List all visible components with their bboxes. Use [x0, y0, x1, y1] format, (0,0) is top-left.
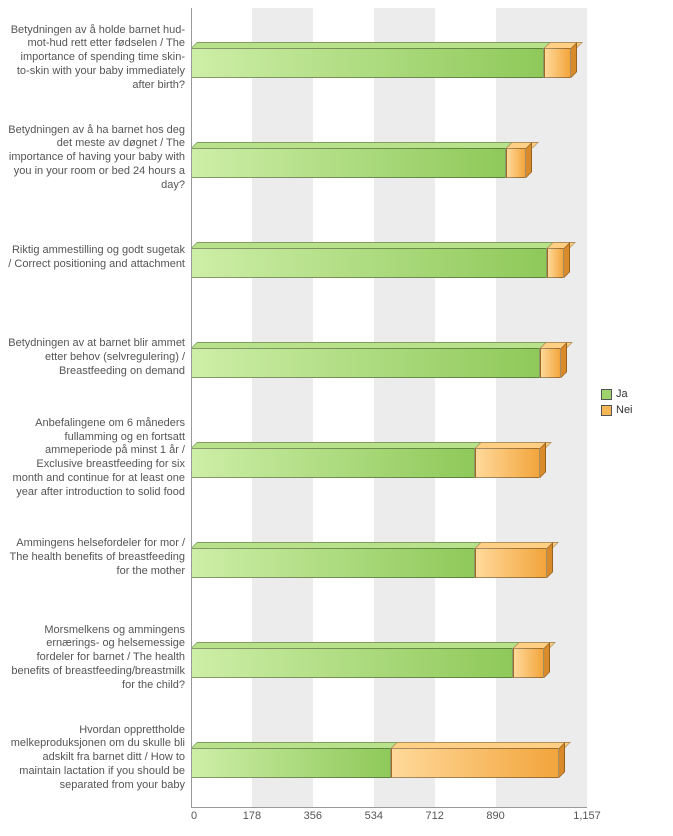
row-plot [191, 708, 587, 808]
x-tick: 890 [486, 810, 504, 822]
chart-row: Betydningen av at barnet blir ammet ette… [8, 308, 587, 408]
x-tick: 534 [365, 810, 383, 822]
legend-label: Nei [616, 404, 633, 416]
bar-top [191, 142, 518, 148]
category-label: Betydningen av å ha barnet hos deg det m… [8, 108, 191, 208]
x-axis: 01783565347128901,157 [191, 808, 587, 828]
chart-container: Betydningen av å holde barnet hud-mot-hu… [8, 8, 665, 828]
bar-top [191, 42, 556, 48]
chart-row: Ammingens helsefordeler for mor / The he… [8, 508, 587, 608]
bar-top [191, 342, 552, 348]
row-plot [191, 408, 587, 508]
legend-item-nei: Nei [601, 404, 633, 416]
bar-top [191, 642, 525, 648]
bar-segment-ja [191, 648, 513, 678]
chart-row: Morsmelkens og ammingens ernærings- og h… [8, 608, 587, 708]
bar-segment-ja [191, 248, 547, 278]
bar-face [191, 648, 513, 678]
row-plot [191, 108, 587, 208]
bar-top [191, 542, 487, 548]
bar-segment-nei [513, 648, 544, 678]
category-label: Hvordan opprettholde melkeproduksjonen o… [8, 708, 191, 808]
row-plot [191, 308, 587, 408]
bar-face [544, 48, 571, 78]
bar-face [191, 148, 506, 178]
row-plot [191, 8, 587, 108]
legend-item-ja: Ja [601, 388, 633, 400]
bar-side [547, 542, 553, 578]
bar-face [191, 248, 547, 278]
category-label: Betydningen av å holde barnet hud-mot-hu… [8, 8, 191, 108]
bar-face [513, 648, 544, 678]
bar-top [191, 742, 403, 748]
bar-side [571, 42, 577, 78]
bar-face [547, 248, 564, 278]
row-plot [191, 608, 587, 708]
bar-face [506, 148, 527, 178]
legend-swatch [601, 405, 612, 416]
bar-side [564, 242, 570, 278]
bar-segment-ja [191, 48, 544, 78]
category-label: Ammingens helsefordeler for mor / The he… [8, 508, 191, 608]
bar-segment-nei [547, 248, 564, 278]
x-tick: 1,157 [573, 810, 601, 822]
chart-row: Hvordan opprettholde melkeproduksjonen o… [8, 708, 587, 808]
bar-segment-nei [391, 748, 559, 778]
category-label: Morsmelkens og ammingens ernærings- og h… [8, 608, 191, 708]
bar-segment-nei [506, 148, 527, 178]
bar-segment-nei [544, 48, 571, 78]
legend-label: Ja [616, 388, 628, 400]
bar-segment-ja [191, 748, 391, 778]
bar-side [559, 742, 565, 778]
row-plot [191, 508, 587, 608]
bar-segment-ja [191, 348, 540, 378]
category-label: Betydningen av at barnet blir ammet ette… [8, 308, 191, 408]
x-tick: 356 [304, 810, 322, 822]
bar-side [544, 642, 550, 678]
bar-segment-nei [540, 348, 561, 378]
bar-face [191, 548, 475, 578]
bar-segment-ja [191, 148, 506, 178]
bar-segment-ja [191, 448, 475, 478]
row-plot [191, 208, 587, 308]
x-tick: 178 [243, 810, 261, 822]
chart-row: Betydningen av å holde barnet hud-mot-hu… [8, 8, 587, 108]
bar-face [191, 48, 544, 78]
x-tick: 712 [426, 810, 444, 822]
chart-row: Anbefalingene om 6 måneders fullamming o… [8, 408, 587, 508]
bar-top [191, 442, 487, 448]
bar-side [561, 342, 567, 378]
category-label: Anbefalingene om 6 måneders fullamming o… [8, 408, 191, 508]
bar-top [191, 242, 559, 248]
bar-segment-nei [475, 448, 540, 478]
x-tick: 0 [191, 810, 197, 822]
bar-face [540, 348, 561, 378]
chart-row: Riktig ammestilling og godt sugetak / Co… [8, 208, 587, 308]
bar-segment-nei [475, 548, 547, 578]
bar-face [391, 748, 559, 778]
legend-swatch [601, 389, 612, 400]
bar-side [540, 442, 546, 478]
chart-rows: Betydningen av å holde barnet hud-mot-hu… [8, 8, 587, 808]
bar-face [475, 548, 547, 578]
chart-row: Betydningen av å ha barnet hos deg det m… [8, 108, 587, 208]
category-label: Riktig ammestilling og godt sugetak / Co… [8, 208, 191, 308]
bar-top [544, 42, 583, 48]
bar-top [391, 742, 571, 748]
bar-face [191, 348, 540, 378]
legend: Ja Nei [601, 388, 633, 420]
chart-main: Betydningen av å holde barnet hud-mot-hu… [8, 8, 587, 828]
bar-face [191, 748, 391, 778]
bar-face [191, 448, 475, 478]
bar-face [475, 448, 540, 478]
bar-segment-ja [191, 548, 475, 578]
